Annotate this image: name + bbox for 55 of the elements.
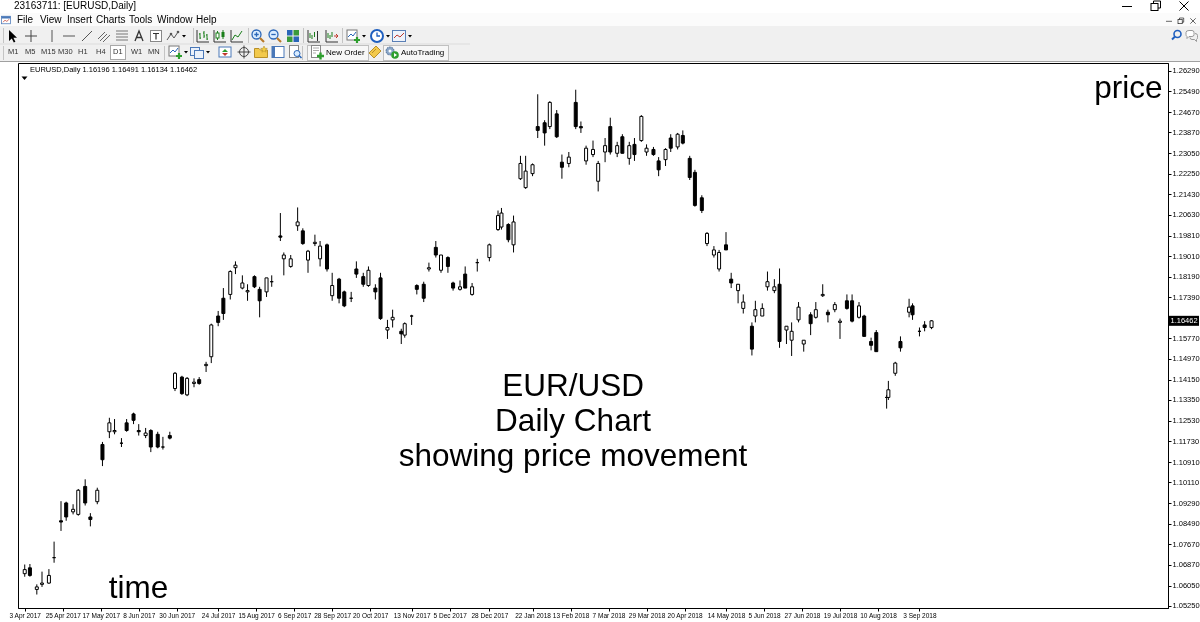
text: 23163711: [EURUSD,Daily] <box>14 0 137 11</box>
candlestick <box>281 251 286 276</box>
candlestick <box>295 206 300 232</box>
candlestick <box>426 262 431 273</box>
candlestick <box>83 478 88 507</box>
candlestick <box>765 271 770 292</box>
candlestick <box>385 319 390 340</box>
text: Window <box>157 13 193 25</box>
candlestick <box>724 231 728 251</box>
candlestick <box>753 300 758 323</box>
candlestick <box>204 361 209 373</box>
text: Insert <box>67 13 93 25</box>
text: AutoTrading <box>401 47 445 57</box>
candlestick <box>749 321 754 356</box>
candlestick <box>736 283 741 304</box>
text: View <box>40 13 62 25</box>
candlestick <box>838 318 842 340</box>
candlestick <box>535 93 540 139</box>
candlestick <box>796 301 801 323</box>
candlestick <box>278 212 283 242</box>
candlestick <box>330 272 335 302</box>
candlestick <box>306 249 310 274</box>
candlestick <box>499 207 504 231</box>
candlestick <box>100 441 105 467</box>
candlestick <box>257 286 262 318</box>
candlestick <box>221 287 226 321</box>
candlestick <box>741 293 746 314</box>
candlestick <box>421 281 426 303</box>
text: Help <box>196 13 217 25</box>
candlestick <box>136 423 141 437</box>
candlestick <box>596 160 601 192</box>
candlestick <box>337 277 342 304</box>
text: Charts <box>96 13 126 25</box>
candlestick <box>173 371 177 392</box>
candlestick <box>825 309 830 323</box>
text: New Order <box>326 47 365 57</box>
candlestick <box>264 277 269 298</box>
annotation: EUR/USD Daily Chart showing price movement <box>398 366 748 474</box>
candlestick <box>656 156 661 177</box>
y-axis-title: price <box>1094 68 1163 105</box>
candlestick <box>59 500 63 532</box>
candlestick <box>559 154 564 180</box>
candlestick <box>228 269 233 301</box>
candlestick <box>584 145 589 166</box>
text: Tools <box>129 13 153 25</box>
candlestick <box>40 571 44 588</box>
candlestick <box>312 234 317 247</box>
candlestick <box>907 298 912 318</box>
candlestick <box>554 109 559 139</box>
text: File <box>17 13 34 25</box>
x-axis-title: time <box>108 568 169 605</box>
candlestick <box>318 240 323 267</box>
candlestick <box>591 140 595 158</box>
candlestick <box>160 436 165 451</box>
candlestick <box>789 321 794 357</box>
